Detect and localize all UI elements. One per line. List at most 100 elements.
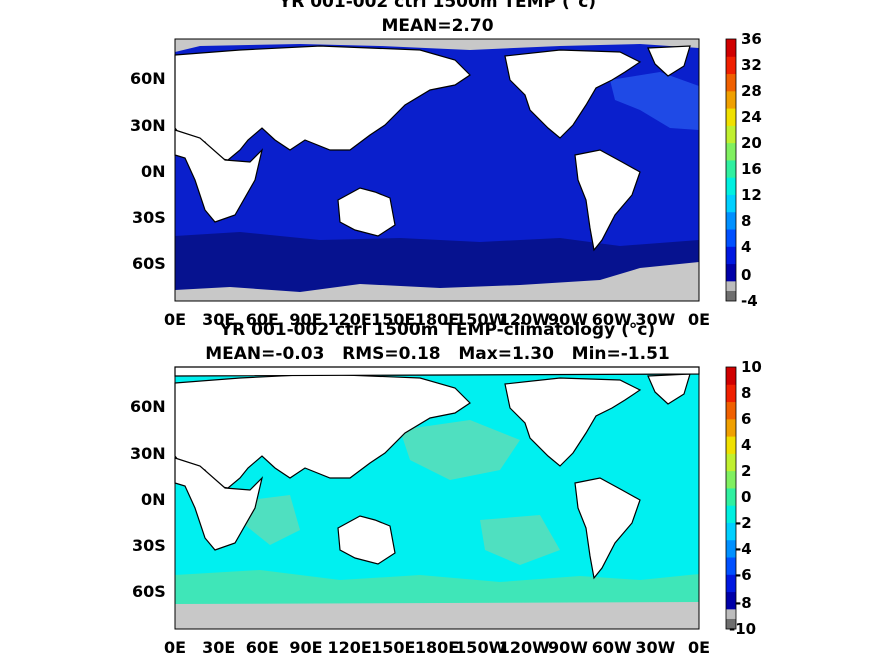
colorbar-segment: [726, 73, 736, 92]
panel2-arctic: [174, 366, 700, 377]
colorbar-segment: [726, 401, 736, 420]
panel1-cbar-label: 4: [741, 238, 751, 256]
lon-label: 0E: [688, 638, 710, 656]
lon-label: 150E: [371, 310, 415, 329]
colorbar-segment: [726, 263, 736, 282]
panel1-cbar-label: 36: [741, 30, 762, 48]
panel2-lat-label: 0N: [141, 490, 166, 509]
panel2-lat-label: 60S: [132, 582, 166, 601]
panel1-colorbar: [725, 38, 737, 302]
lon-label: 120W: [499, 310, 550, 329]
colorbar-segment: [726, 90, 736, 109]
panel2-southpacific-anomaly: [480, 515, 560, 565]
colorbar-frame: [725, 38, 737, 302]
panel1-map-frame: [174, 38, 700, 302]
panel1-cbar-label: 16: [741, 160, 762, 178]
panel2-cbar-label: 0: [741, 488, 751, 506]
panel2-cbar-label: -10: [729, 620, 756, 638]
colorbar-segment: [726, 194, 736, 213]
colorbar-segment: [726, 142, 736, 161]
lon-label: 30W: [635, 638, 675, 656]
panel1-cbar-label: -4: [741, 292, 758, 310]
lon-label: 30E: [202, 638, 235, 656]
colorbar-segment: [726, 39, 736, 57]
panel1-cbar-label: 32: [741, 56, 762, 74]
colorbar-segment: [726, 211, 736, 230]
panel1-title-line2: MEAN=2.70: [381, 16, 494, 36]
lon-label: 60W: [592, 638, 632, 656]
panel1-lat-label: 0N: [141, 162, 166, 181]
lon-label: 180E: [415, 638, 459, 656]
panel2-cbar-label: -4: [735, 540, 752, 558]
lon-label: 90E: [289, 638, 322, 656]
lon-label: 90W: [548, 310, 588, 329]
panel1-lat-label: 30N: [130, 116, 166, 135]
lon-label: 90W: [548, 638, 588, 656]
colorbar-segment: [726, 229, 736, 247]
panel2-cbar-label: -6: [735, 566, 752, 584]
lon-label: 90E: [289, 310, 322, 329]
colorbar-segment: [726, 367, 736, 385]
panel2-colorbar: [725, 366, 737, 630]
panel2-cbar-label: 2: [741, 462, 751, 480]
panel2-south-america: [574, 477, 641, 580]
panel2-title-line1: YR 001-002 ctrl 1500m TEMP-climatology (…: [219, 320, 656, 340]
panel1-south-america: [574, 149, 641, 252]
panel2-north-america: [504, 377, 642, 467]
lon-label: 120E: [328, 310, 372, 329]
colorbar-segment: [726, 470, 736, 489]
panel1-map-figure: 60N 30N 0N 30S 60S 0E 30E 60E 90E 120E 150E 18…: [130, 30, 762, 329]
panel1-australia: [337, 187, 396, 237]
lon-label: 60E: [246, 310, 279, 329]
panel2-title-line2: MEAN=-0.03 RMS=0.18 Max=1.30 Min=-1.51: [205, 344, 670, 364]
colorbar-segment: [726, 177, 736, 195]
colorbar-segment: [726, 159, 736, 178]
panel2-cbar-label: 6: [741, 410, 751, 428]
colorbar-segment: [726, 522, 736, 541]
lon-label: 60E: [246, 638, 279, 656]
lon-label: 150W: [455, 310, 506, 329]
lon-label: 0E: [164, 638, 186, 656]
panel2-map: [174, 366, 700, 630]
panel1-colorbar-labels: 36 32 28 24 20 16 12 8 4 0 -4: [741, 30, 762, 310]
panel2-continents: [174, 366, 700, 580]
panel1-greenland: [647, 45, 691, 77]
colorbar-segment: [726, 290, 736, 301]
panel2-lat-label: 60N: [130, 397, 166, 416]
lon-label: 0E: [688, 310, 710, 329]
panel2-map-frame: [174, 366, 700, 630]
panel1-arctic-missing: [175, 39, 699, 52]
panel1-north-america: [504, 49, 642, 139]
colorbar-segment: [726, 591, 736, 610]
panel1-cbar-label: 8: [741, 212, 751, 230]
colorbar-segment: [726, 56, 736, 75]
panel2-cbar-label: -8: [735, 594, 752, 612]
colorbar-segment: [726, 539, 736, 558]
colorbar-segment: [726, 125, 736, 144]
colorbar-segment: [726, 608, 736, 619]
panel2-southern-anomaly: [175, 570, 699, 605]
lon-label: 60W: [592, 310, 632, 329]
panel2-cbar-label: 10: [741, 358, 762, 376]
colorbar-segment: [726, 453, 736, 472]
panel2-colorbar-labels: 10 8 6 4 2 0 -2 -4 -6 -8 -10: [729, 358, 762, 638]
panel1-continents: [174, 45, 691, 252]
panel1-cbar-label: 20: [741, 134, 762, 152]
colorbar-segment: [726, 618, 736, 629]
panel1-cbar-label: 12: [741, 186, 762, 204]
panel1-lat-label: 60N: [130, 69, 166, 88]
colorbar-segment: [726, 487, 736, 506]
panel2-australia: [337, 515, 396, 565]
lon-label: 120E: [328, 638, 372, 656]
colorbar-segment: [726, 280, 736, 291]
panel2-antarctic-missing: [175, 602, 699, 629]
colorbar-segment: [726, 505, 736, 523]
colorbar-segment: [726, 557, 736, 575]
panel1-lat-label: 60S: [132, 254, 166, 273]
panel1-map: [174, 38, 700, 302]
panel2-indian-anomaly: [245, 495, 300, 545]
lon-label: 180E: [415, 310, 459, 329]
lon-label: 120W: [499, 638, 550, 656]
